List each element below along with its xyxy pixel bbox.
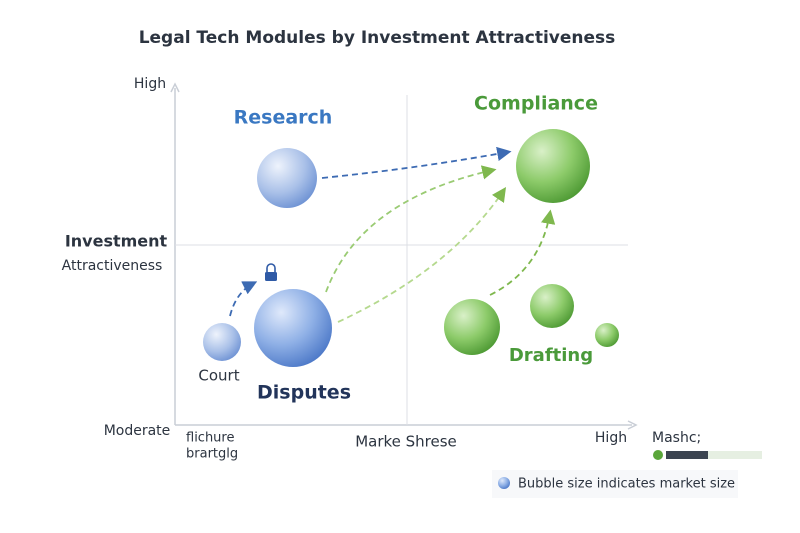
module-label: Disputes bbox=[257, 382, 351, 404]
arrows bbox=[229, 146, 556, 323]
y-bottom: Moderate bbox=[104, 423, 171, 439]
x-left-line: flichure bbox=[186, 431, 234, 446]
x-right: High bbox=[595, 430, 627, 446]
y-top: High bbox=[134, 76, 166, 92]
module-label: Compliance bbox=[474, 93, 598, 115]
y-label-bold: Investment bbox=[65, 232, 168, 251]
legend-text: Bubble size indicates market size bbox=[518, 477, 735, 492]
bubbles bbox=[203, 129, 619, 367]
title: Legal Tech Modules by Investment Attract… bbox=[139, 28, 616, 48]
axes bbox=[170, 82, 638, 430]
module-label: Court bbox=[198, 367, 239, 385]
status-icon bbox=[653, 450, 762, 460]
x-left-line: brartglg bbox=[186, 447, 238, 462]
y-label: Attractiveness bbox=[62, 258, 163, 274]
module-label: Research bbox=[234, 107, 333, 129]
module-label: Drafting bbox=[509, 345, 593, 366]
legend: Bubble size indicates market size bbox=[492, 470, 738, 498]
x-label: Marke Shrese bbox=[355, 433, 457, 451]
x-extra: Mashc; bbox=[652, 430, 701, 446]
lock-icon bbox=[265, 263, 277, 281]
